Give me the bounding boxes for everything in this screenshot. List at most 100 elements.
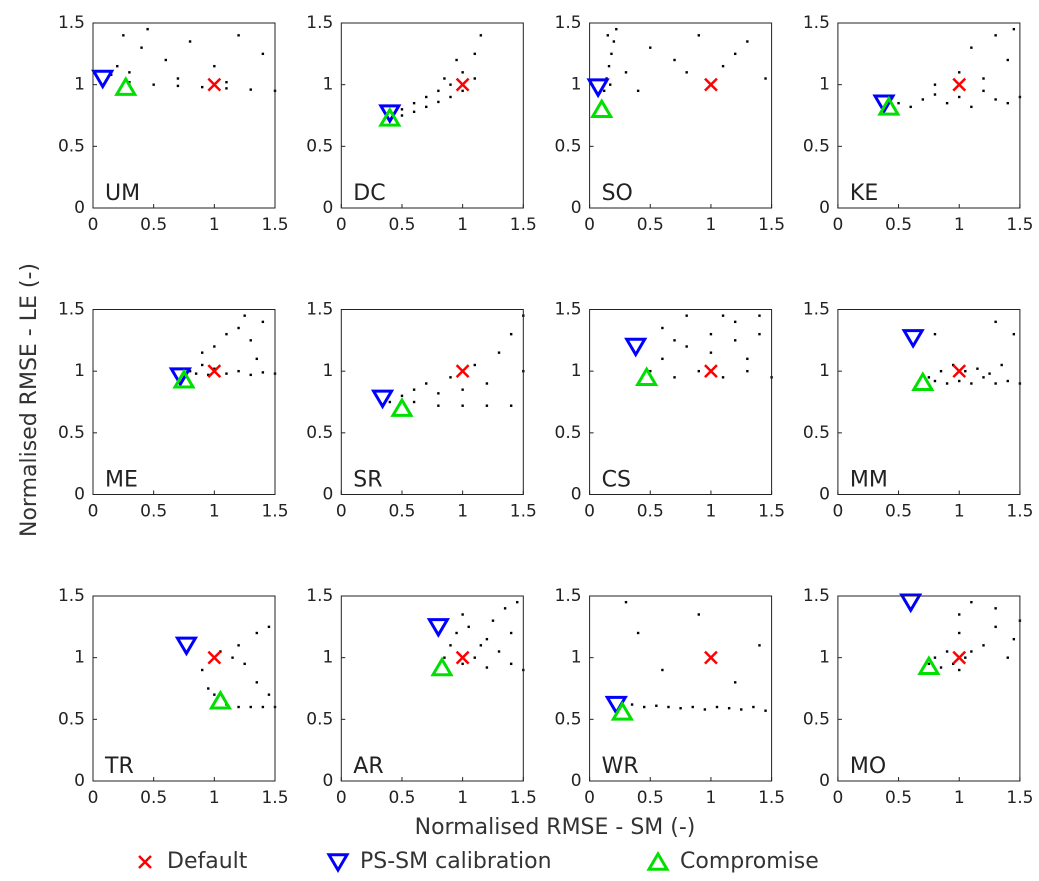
y-tick-label: 1: [819, 361, 830, 381]
cloud-point: [207, 373, 210, 377]
cloud-point: [425, 105, 428, 109]
cloud-point: [473, 52, 476, 56]
cloud-point: [958, 631, 961, 635]
cloud-point: [213, 345, 216, 348]
cloud-point: [201, 668, 204, 672]
calibration-marker: [899, 593, 923, 614]
calibration-marker: [168, 367, 192, 388]
cloud-point: [461, 613, 464, 616]
y-tick-label: 0.5: [306, 709, 333, 729]
cloud-point: [473, 77, 476, 80]
cloud-point: [933, 379, 937, 383]
cloud-point: [951, 363, 955, 367]
cloud-point: [610, 52, 613, 56]
x-tick-label: 0: [336, 215, 347, 235]
cloud-point: [721, 64, 725, 68]
subplot: 0 0.5 1 1.5 0 0.5 1 1.5 SR: [306, 300, 537, 522]
cloud-point: [213, 64, 216, 68]
y-tick-label: 1.5: [803, 300, 830, 320]
y-tick-label: 0.5: [58, 136, 85, 156]
plot-frame: [837, 309, 1021, 495]
cloud-point: [1006, 656, 1009, 659]
default-marker: [952, 77, 967, 92]
cloud-point: [412, 388, 416, 391]
y-tick-label: 0.5: [803, 709, 830, 729]
cloud-point: [400, 114, 404, 117]
cloud-point: [746, 40, 749, 43]
cloud-point: [449, 644, 452, 647]
cloud-point: [400, 394, 404, 398]
y-axis-label: Normalised RMSE - LE (-): [17, 263, 42, 537]
cloud-point: [455, 58, 458, 62]
cloud-point: [1000, 363, 1003, 367]
plot-frame: [837, 22, 1021, 209]
cloud-point: [243, 662, 246, 666]
y-tick-label: 1: [322, 648, 333, 668]
panel-label: MO: [850, 754, 886, 779]
cloud-point: [201, 363, 204, 367]
cloud-point: [909, 105, 912, 109]
cloud-point: [261, 320, 265, 324]
cloud-point: [649, 369, 652, 373]
cloud-point: [249, 373, 252, 377]
cloud-point: [128, 81, 131, 84]
cloud-point: [225, 87, 228, 90]
cloud-point: [709, 332, 713, 336]
cloud-point: [685, 71, 688, 74]
cloud-point: [225, 372, 228, 375]
x-tick-label: 0: [832, 215, 843, 235]
cloud-point: [697, 369, 700, 373]
panel-label: AR: [353, 754, 383, 779]
cloud-point: [461, 89, 464, 93]
panel-label: MM: [850, 468, 888, 493]
subplot: 0 0.5 1 1.5 0 0.5 1 1.5 UM: [58, 13, 289, 235]
cloud-point: [933, 93, 937, 96]
cloud-point: [927, 662, 931, 666]
cloud-point: [261, 371, 265, 374]
cloud-point: [602, 89, 606, 93]
cloud-point: [939, 369, 943, 373]
compromise-marker: [390, 397, 414, 417]
calibration-marker: [370, 389, 395, 410]
subplot: 0 0.5 1 1.5 0 0.5 1 1.5 WR: [555, 586, 786, 808]
plot-frame: [837, 595, 1021, 782]
cloud-point: [945, 382, 949, 385]
cloud-point: [509, 404, 513, 407]
cloud-point: [449, 83, 452, 86]
y-tick-label: 0.5: [306, 136, 333, 156]
plot-frame: [340, 595, 524, 782]
y-tick-label: 0.5: [306, 423, 333, 443]
cloud-point: [994, 382, 997, 385]
cloud-point: [443, 656, 446, 659]
y-tick-label: 1.5: [803, 586, 830, 606]
default-marker: [207, 650, 222, 665]
cloud-point: [255, 357, 258, 361]
cloud-point: [758, 332, 761, 336]
cloud-point: [237, 34, 240, 37]
calibration-marker: [91, 69, 115, 90]
cloud-point: [679, 707, 682, 710]
cloud-point: [461, 388, 464, 391]
x-tick-label: 1.5: [1006, 215, 1033, 235]
cloud-point: [994, 98, 997, 101]
cloud-point: [237, 644, 240, 647]
cloud-point: [461, 662, 464, 666]
y-tick-label: 1.5: [58, 586, 85, 606]
default-marker: [952, 364, 967, 379]
cloud-point: [497, 650, 501, 653]
y-tick-label: 0: [819, 771, 830, 791]
plot-frame: [92, 595, 276, 782]
cloud-point: [1012, 637, 1016, 641]
cloud-point: [927, 376, 931, 379]
cloud-point: [485, 382, 489, 385]
default-marker: [455, 364, 470, 379]
y-tick-label: 1.5: [555, 13, 582, 33]
panel-label: UM: [105, 181, 140, 206]
cloud-point: [201, 351, 204, 354]
cloud-point: [897, 101, 900, 105]
y-tick-label: 0.5: [58, 423, 85, 443]
x-tick-label: 0: [88, 502, 99, 522]
cloud-point: [207, 687, 210, 690]
cloud-point: [449, 376, 452, 379]
